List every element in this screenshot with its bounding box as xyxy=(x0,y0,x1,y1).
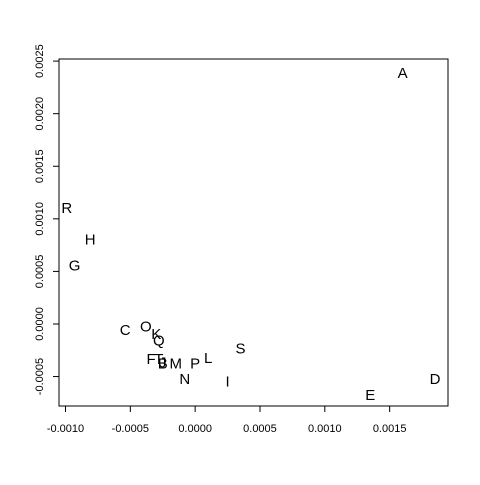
x-tick-label: 0.0000 xyxy=(178,423,212,435)
point-label: S xyxy=(236,341,246,358)
y-axis: -0.0005 0.0000 0.0005 0.0010 0.0015 0.0020 0.0… xyxy=(34,44,60,395)
x-tick-label: -0.0010 xyxy=(47,423,84,435)
y-tick-label: 0.0025 xyxy=(34,44,46,78)
point-label: O xyxy=(140,319,152,336)
y-tick-label: -0.0005 xyxy=(34,358,46,395)
point-label: D xyxy=(430,371,441,388)
point-label: K xyxy=(151,326,161,343)
x-tick-label: 0.0005 xyxy=(243,423,277,435)
y-tick-label: 0.0010 xyxy=(34,202,46,236)
x-tick-label: 0.0015 xyxy=(373,423,407,435)
point-label: E xyxy=(365,387,375,404)
point-label: M xyxy=(169,355,182,372)
x-tick-label: -0.0005 xyxy=(112,423,149,435)
point-label: J xyxy=(159,354,167,371)
y-tick-label: 0.0005 xyxy=(34,255,46,289)
point-label: H xyxy=(85,231,96,248)
plot-frame xyxy=(58,58,449,407)
y-tick-label: 0.0015 xyxy=(34,149,46,183)
point-label: F xyxy=(146,351,155,368)
point-label: T xyxy=(154,351,163,368)
y-tick-label: 0.0000 xyxy=(34,307,46,341)
point-label: C xyxy=(120,322,131,339)
y-tick-label: 0.0020 xyxy=(34,97,46,131)
point-label: L xyxy=(204,350,212,367)
point-label: A xyxy=(398,65,408,82)
point-label: R xyxy=(61,200,72,217)
point-label: B xyxy=(158,355,168,372)
point-label: N xyxy=(179,371,190,388)
x-tick-label: 0.0010 xyxy=(308,423,342,435)
point-label: G xyxy=(69,258,81,275)
x-axis: -0.0010 -0.0005 0.0000 0.0005 0.0010 0.0015 xyxy=(47,405,407,435)
point-label: P xyxy=(190,355,200,372)
point-label: Q xyxy=(153,332,165,349)
point-label: I xyxy=(225,373,229,390)
